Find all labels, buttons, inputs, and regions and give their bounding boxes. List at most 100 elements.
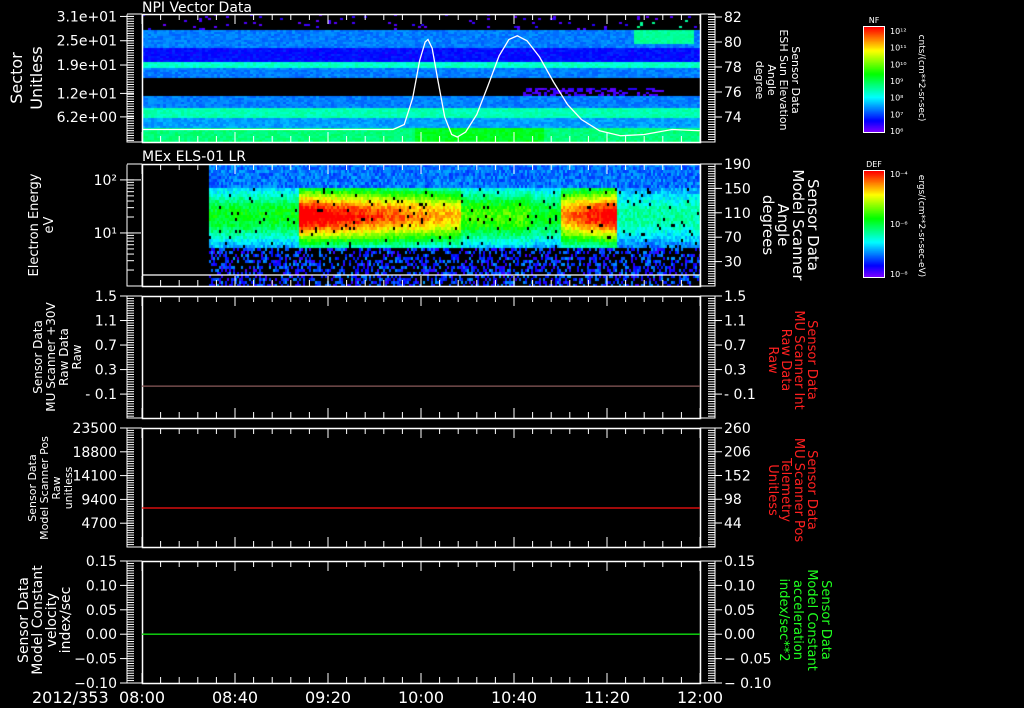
- right-axis-label-line: Raw Data: [778, 329, 793, 392]
- left-axis-label: Sensor DataMU Scanner +30VRaw DataRaw: [31, 302, 84, 412]
- def-colorbar-label: 10⁻⁶: [890, 220, 908, 229]
- def-colorbar-label: 10⁻⁴: [890, 170, 908, 179]
- y-tick-label: −0.10: [74, 676, 117, 692]
- left-axis-label: Sensor DataModel Constantvelocityindex/s…: [16, 565, 74, 675]
- right-axis-label-line: index/sec**2: [776, 578, 791, 661]
- npi-spectrogram: [142, 14, 700, 142]
- right-axis-label: Sensor DataModel ScannerAngledegrees: [759, 169, 822, 281]
- right-axis-label-line: Telemetry: [778, 457, 793, 522]
- right-y-tick-label: 76: [724, 85, 742, 101]
- right-y-tick-label: - 0.1: [724, 387, 756, 403]
- right-axis-label-line: Sensor Data: [804, 450, 819, 530]
- left-axis-label-line: Raw: [70, 344, 84, 369]
- time-label: 12:00: [677, 688, 723, 707]
- y-tick-label: 1.5: [95, 289, 117, 305]
- panel-2: 10² 10¹ 190 150 110 70 30 Electron EnergyeV Sens…: [27, 157, 822, 288]
- y-tick-label: 0.15: [86, 554, 117, 570]
- right-y-tick-label: 0.00: [724, 627, 755, 643]
- right-y-tick-label: 1.1: [724, 314, 746, 330]
- right-axis-label-line: degrees: [759, 195, 777, 256]
- right-axis-label: Sensor DataMU Scanner PosTelemetryUnitle…: [765, 438, 819, 543]
- left-axis-label-line: eV: [42, 216, 57, 233]
- right-axis-label-line: Model Constant: [804, 569, 819, 671]
- panel-frame: [141, 13, 702, 144]
- panel-frame: [141, 295, 702, 420]
- right-y-tick-label: 74: [724, 110, 742, 126]
- right-y-tick-label: 150: [724, 181, 751, 197]
- left-axis-label-line: Raw Data: [57, 328, 71, 386]
- nf-colorbar-label: 10⁹: [890, 77, 903, 86]
- right-y-tick-label: 78: [724, 60, 742, 76]
- right-y-tick-label: 0.3: [724, 363, 746, 379]
- left-axis-label: SectorUnitless: [7, 46, 46, 110]
- right-axis-label-line: degree: [753, 61, 766, 100]
- right-y-tick-label: 0.10: [724, 578, 755, 594]
- left-axis-label-line: unitless: [62, 466, 75, 509]
- right-y-tick-label: 98: [724, 492, 742, 508]
- left-axis-label-line: Unitless: [27, 46, 46, 110]
- y-tick-label: 1.1: [95, 314, 117, 330]
- y-tick-label: 0.3: [95, 363, 117, 379]
- panel-title-els: MEx ELS-01 LR: [142, 149, 246, 165]
- y-tick-label: 9400: [81, 492, 117, 508]
- right-axis-label-line: acceleration: [790, 580, 805, 660]
- left-axis-label-line: Sector: [7, 52, 26, 104]
- left-axis-label-line: MU Scanner +30V: [44, 302, 58, 412]
- series-line: [142, 35, 701, 138]
- y-tick-label: −0.05: [74, 652, 117, 668]
- panel-1: 3.1e+01 2.5e+01 1.9e+01 1.2e+01 6.2e+00 82 80 7…: [7, 9, 802, 144]
- panel-3: 1.51.10.70.3- 0.11.51.10.70.3- 0.1Sensor…: [31, 289, 819, 420]
- right-y-tick-label: 30: [724, 255, 742, 271]
- right-y-tick-label: 260: [724, 421, 751, 437]
- y-tick-label: 2.5e+01: [57, 34, 117, 50]
- time-label: 10:40: [491, 688, 537, 707]
- def-colorbar-frame: [863, 170, 885, 278]
- y-tick-label: 1.2e+01: [57, 86, 117, 102]
- right-axis-label-line: Model Scanner: [789, 169, 807, 281]
- y-tick-label: - 0.1: [85, 387, 117, 403]
- nf-colorbar-frame: [863, 26, 885, 133]
- nf-colorbar-label: 10¹¹: [890, 44, 907, 53]
- nf-colorbar-title: NF: [869, 16, 880, 25]
- y-tick-label: 0.05: [86, 603, 117, 619]
- right-y-tick-label: 206: [724, 445, 751, 461]
- panel-frame: [141, 560, 702, 685]
- def-colorbar-label: 10⁻⁸: [890, 270, 908, 279]
- left-axis-label: Sensor DataModel Scanner PosRawunitless: [26, 436, 75, 540]
- left-axis-label-line: Model Scanner Pos: [38, 436, 51, 540]
- y-tick-label: 10²: [94, 173, 117, 189]
- right-y-tick-label: 80: [724, 35, 742, 51]
- panel-5: 0.15 0.10 0.05 0.00 −0.05 −0.10 0.15 0.10 0.05 0.…: [16, 554, 833, 692]
- y-tick-label: 4700: [81, 516, 117, 532]
- nf-colorbar-label: 10⁸: [890, 94, 903, 103]
- right-y-tick-label: − 0.10: [724, 676, 771, 692]
- right-axis-label-line: Unitless: [765, 464, 780, 516]
- els-spectrogram: [142, 164, 700, 286]
- right-y-tick-label: − 0.05: [724, 652, 771, 668]
- right-axis-label-line: Sensor Data: [804, 179, 822, 271]
- left-axis-label: Electron EnergyeV: [27, 173, 57, 276]
- nf-colorbar: [864, 27, 884, 132]
- right-axis-label: Sensor DataESH Sun ElevationAngledegree: [753, 29, 802, 130]
- right-y-tick-label: 70: [724, 230, 742, 246]
- panel-frame: [141, 163, 702, 288]
- right-axis-label-line: Angle: [765, 64, 778, 96]
- date-label: 2012/353: [32, 688, 109, 707]
- y-tick-label: 23500: [72, 421, 117, 437]
- right-axis-label-line: Raw: [765, 346, 780, 374]
- left-axis-label-line: Raw: [50, 476, 63, 499]
- right-y-tick-label: 1.5: [724, 289, 746, 305]
- left-axis-label-line: Sensor Data: [26, 454, 39, 521]
- right-axis-label-line: Sensor Data: [818, 580, 833, 660]
- y-tick-label: 0.00: [86, 627, 117, 643]
- time-label: 11:20: [584, 688, 630, 707]
- nf-colorbar-label: 10¹⁰: [890, 60, 907, 69]
- right-y-tick-label: 0.05: [724, 603, 755, 619]
- left-axis-label-line: velocity: [44, 593, 60, 648]
- right-axis-label: Sensor DataModel Constantaccelerationind…: [776, 569, 833, 671]
- y-tick-label: 10¹: [94, 226, 117, 242]
- left-axis-label-line: Electron Energy: [27, 173, 42, 276]
- time-label: 08:00: [119, 688, 165, 707]
- right-y-tick-label: 190: [724, 157, 751, 173]
